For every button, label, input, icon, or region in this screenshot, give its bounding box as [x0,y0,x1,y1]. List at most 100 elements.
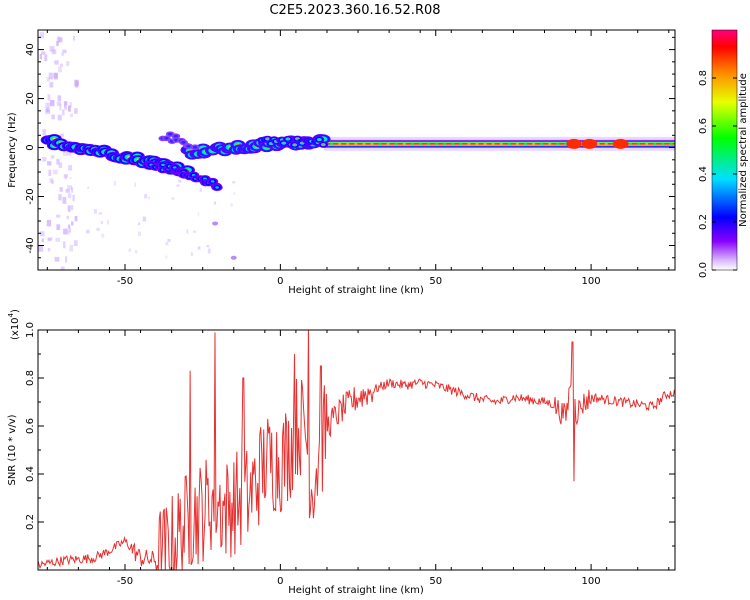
spectrogram-noise [44,54,48,62]
spectrogram-noise [190,252,193,257]
spectrogram-noise [62,109,65,116]
spectrogram-noise [232,180,236,184]
colorbar-tick-label: 0.6 [698,118,709,134]
spectrogram-axes: -50 0 50 100 -40 -20 0 20 40 [25,30,675,287]
spectrogram-frame [37,29,676,271]
spectrogram-branch-mark [266,138,269,140]
colorbar: 0.0 0.2 0.4 0.6 0.8 Normalized spectral ampl… [698,29,749,278]
spectrogram-noise [206,245,210,248]
spectrogram-carrier-speck [378,142,382,145]
spectrogram-hotspot [581,138,598,149]
spectrogram-noise [56,158,60,165]
spectrogram-noise [69,177,72,180]
spectrogram-noise [62,49,67,54]
spectrogram-noise [193,230,197,233]
spectrogram-carrier-speck [532,142,536,145]
spectrogram-noise [56,101,61,106]
spectrogram-noise [57,114,62,121]
spectrogram-carrier-speck [443,142,447,145]
spectrogram-noise [107,219,109,225]
spectrogram-panel: -50 0 50 100 -40 -20 0 20 40 Height of straight … [7,29,676,296]
spectrogram-noise [39,231,45,237]
spectrogram-branch-mark [293,144,296,146]
spectrogram-noise [50,155,55,159]
spectrogram-carrier-speck [499,142,503,145]
colorbar-label: Normalized spectral amplitude [738,73,749,227]
spectrogram-noise [74,108,78,114]
spectrogram-noise [41,238,44,243]
spectrogram-noise [63,241,66,249]
spectrogram-branch-mark [300,142,304,144]
spectrogram-noise [66,61,70,67]
spectrogram-noise [67,150,72,156]
spectrogram-noise [68,224,71,229]
spectrogram-noise [64,107,68,111]
spectrogram-noise [63,101,67,108]
spectrogram-noise [58,66,62,73]
spectrogram-noise [47,94,51,101]
spectrogram-noise [67,205,71,212]
spectrogram-xtick-label: 100 [582,276,601,287]
spectrogram-noise [49,178,53,183]
snr-scale-label: (x104) [7,309,21,340]
spectrogram-noise [63,228,68,235]
spectrogram-noise [51,114,55,120]
spectrogram-carrier-speck [394,142,398,145]
spectrogram-carrier-speck [629,142,633,145]
snr-marks [38,330,675,570]
spectrogram-noise [165,241,169,246]
snr-scale-close: ) [10,309,21,313]
spectrogram-noise [230,203,233,207]
spectrogram-carrier-band [323,143,675,145]
colorbar-ticks: 0.0 0.2 0.4 0.6 0.8 [698,70,737,278]
spectrogram-noise [55,214,61,218]
spectrogram-ytick-label: -40 [25,237,36,253]
spectrogram-noise [60,266,65,270]
spectrogram-branch-mark [161,163,165,167]
snr-frame [37,329,676,571]
spectrogram-carrier-speck [491,142,495,145]
spectrogram-noise [56,224,61,231]
spectrogram-noise [51,179,54,184]
spectrogram-noise [60,63,63,67]
spectrogram-noise [138,231,142,237]
spectrogram-noise [71,187,74,193]
spectrogram-branch-mark [181,141,186,144]
spectrogram-noise [45,102,50,109]
spectrogram-carrier-speck [459,142,463,145]
spectrogram-noise [93,209,97,214]
spectrogram-carrier-speck [402,142,406,145]
spectrogram-ylabel: Frequency (Hz) [7,112,18,188]
spectrogram-noise [69,244,73,252]
spectrogram-carrier-speck [362,142,366,145]
spectrogram-branch-mark [173,134,179,138]
spectrogram-carrier-speck [661,142,665,145]
snr-xlabel: Height of straight line (km) [288,585,424,596]
spectrogram-noise [98,212,103,215]
spectrogram-noise [42,129,47,136]
colorbar-frame [711,29,738,271]
spectrogram-noise [47,247,51,252]
spectrogram-noise [176,184,180,187]
snr-series-line [38,330,675,570]
spectrogram-noise [39,54,42,60]
spectrogram-carrier-speck [637,142,641,145]
spectrogram-noise [58,162,63,168]
snr-xtick-label: 0 [277,576,283,587]
spectrogram-noise [59,187,63,192]
spectrogram-noise [137,222,140,226]
spectrogram-noise [48,237,53,241]
colorbar-tick-label: 0.8 [698,70,709,86]
spectrogram-noise [128,248,131,252]
spectrogram-carrier-speck [370,142,374,145]
spectrogram-noise [96,227,100,231]
spectrogram-noise [58,194,62,201]
spectrogram-carrier-speck [483,142,487,145]
spectrogram-noise [113,180,116,186]
spectrogram-noise [142,216,147,222]
colorbar-tick-label: 0.0 [698,262,709,278]
spectrogram-carrier-speck [410,142,414,145]
spectrogram-noise [134,250,138,254]
spectrogram-noise [68,228,72,233]
